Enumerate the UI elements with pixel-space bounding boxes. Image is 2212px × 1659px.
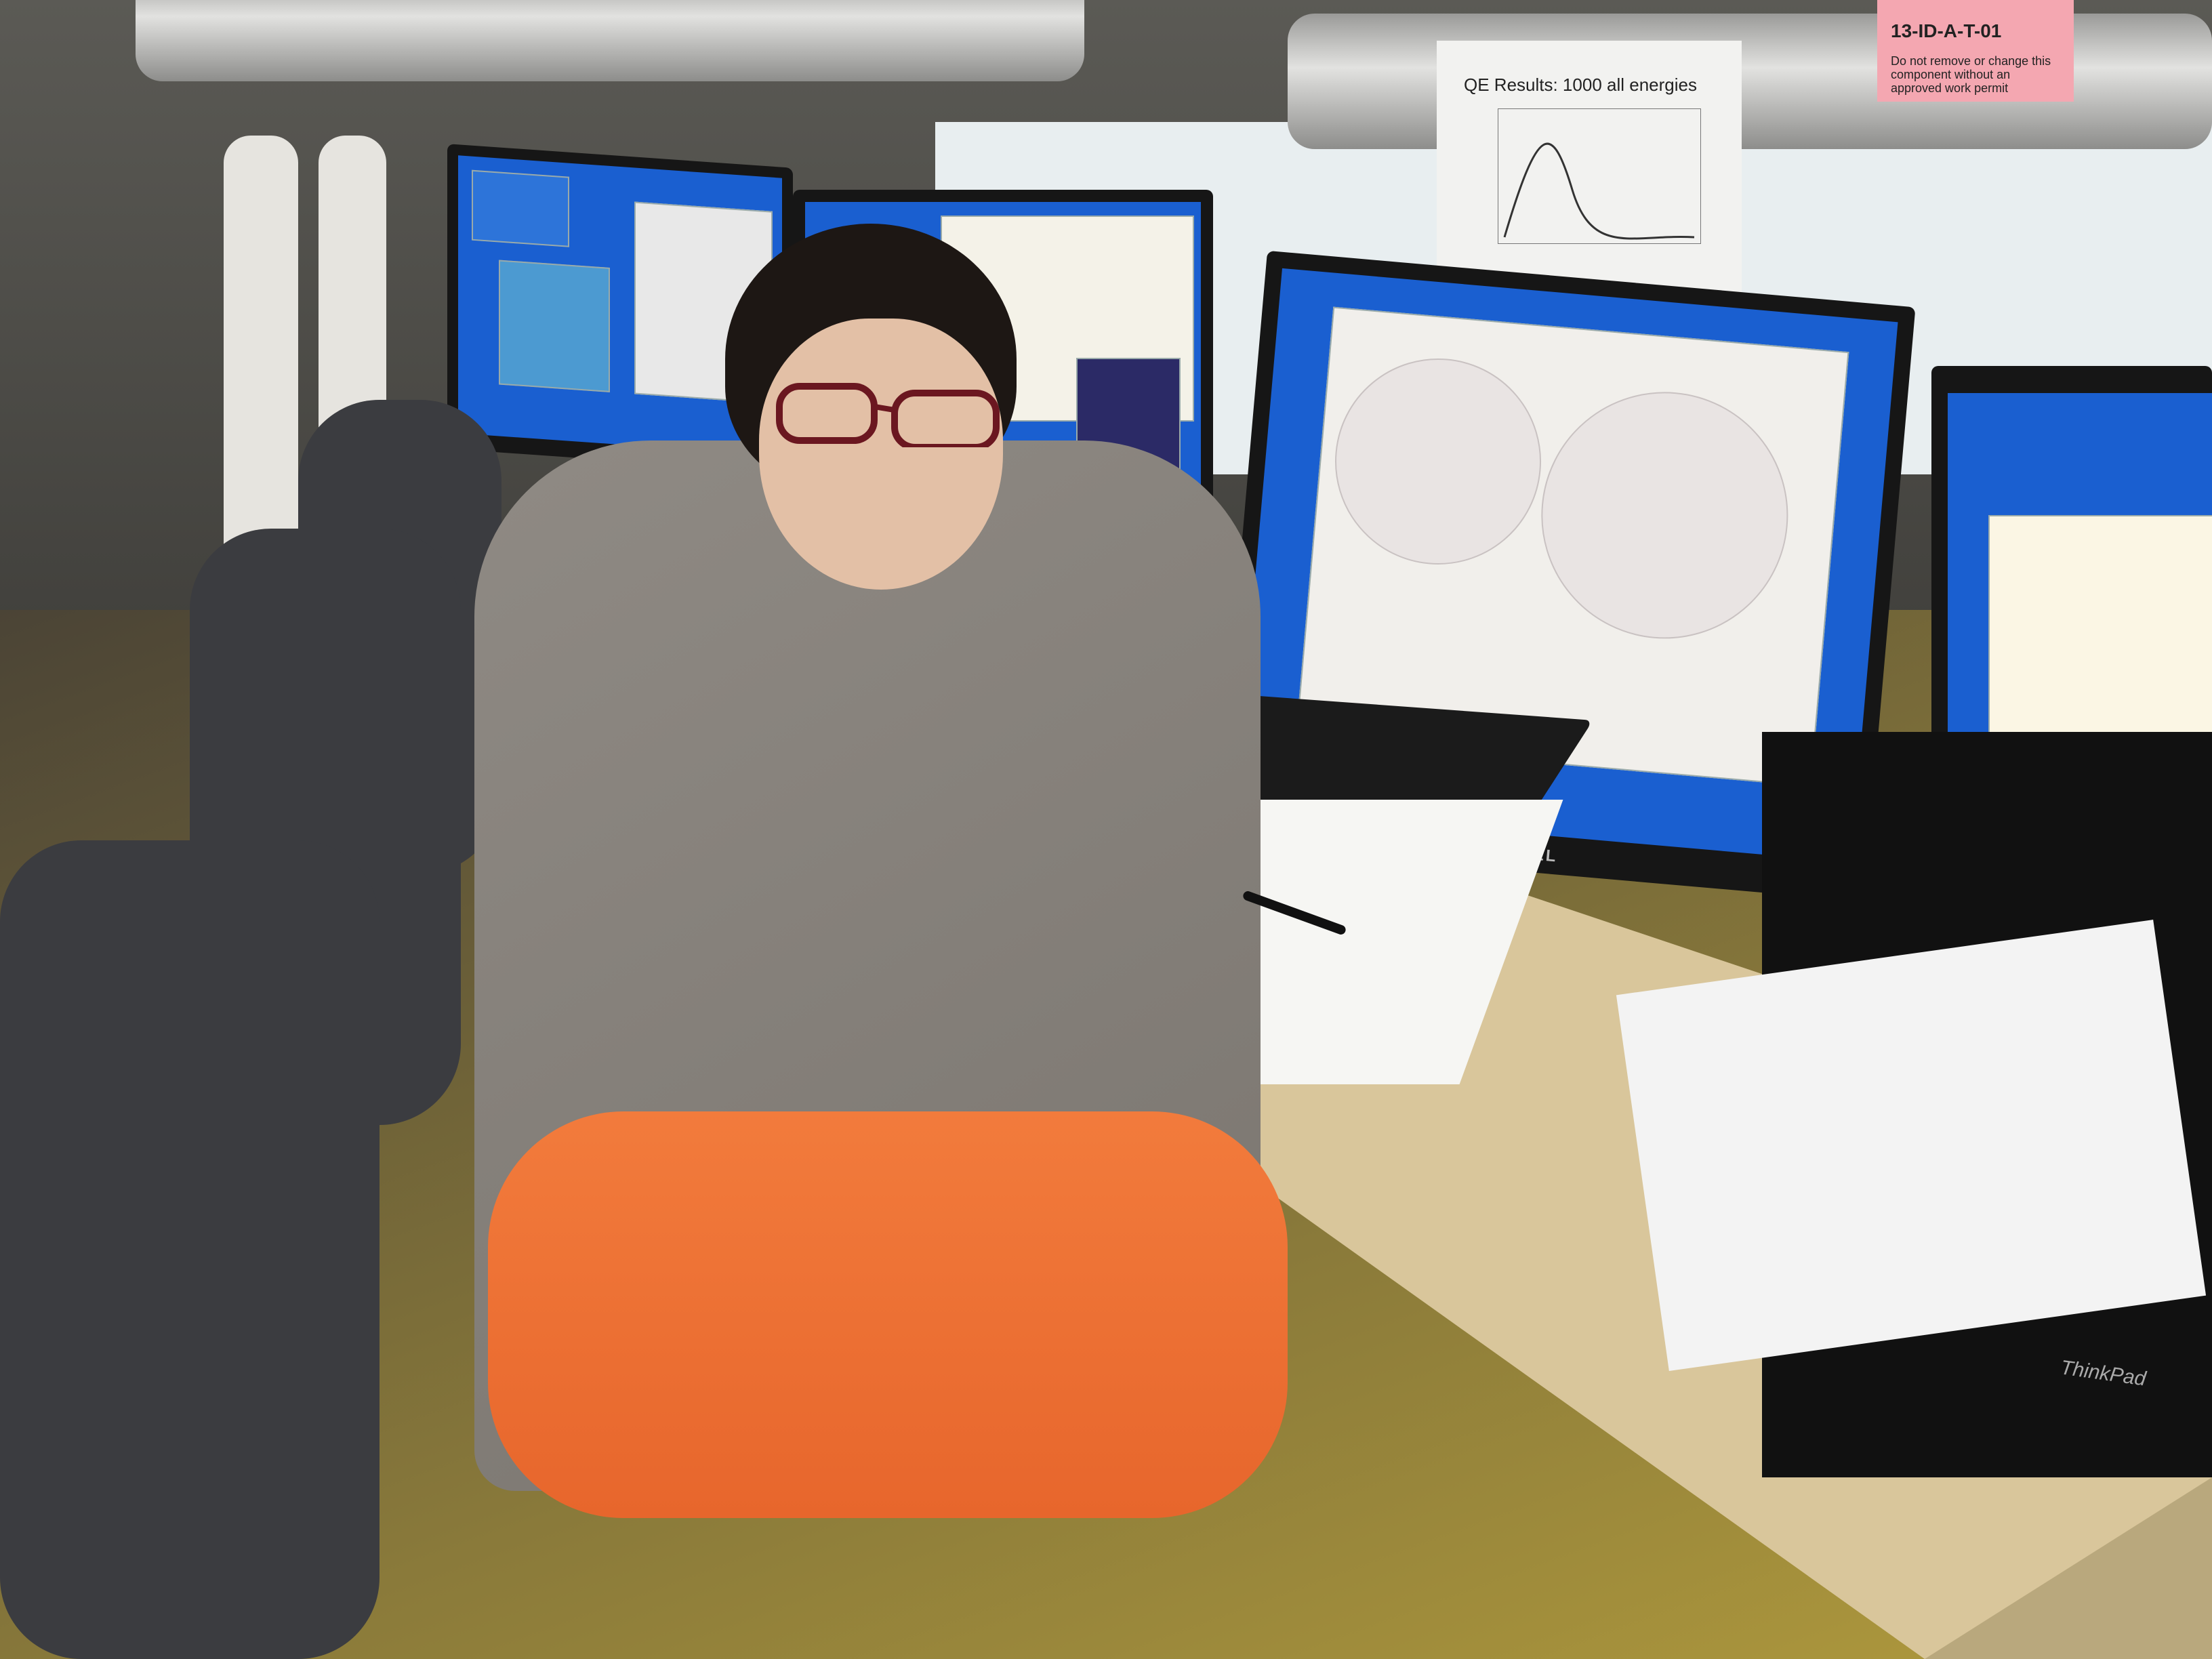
face [759,319,1003,590]
control-window[interactable] [472,169,569,247]
chair-front [0,840,380,1659]
sign-warning-text: Do not remove or change this component w… [1891,54,2051,95]
glasses [776,383,1000,447]
qe-plot [1498,108,1701,244]
overhead-pipe-left [136,0,1084,81]
paper-sheet [1616,920,2207,1371]
orange-pants [488,1111,1288,1518]
sign-code: 13-ID-A-T-01 [1891,20,2002,41]
diffraction-pattern-left [1326,350,1550,573]
warning-sign: 13-ID-A-T-01 Do not remove or change thi… [1877,0,2074,102]
qe-results-sheet: QE Results: 1000 all energies [1437,41,1742,312]
control-panel[interactable] [499,260,610,392]
qe-sheet-title: QE Results: 1000 all energies [1464,75,1697,95]
